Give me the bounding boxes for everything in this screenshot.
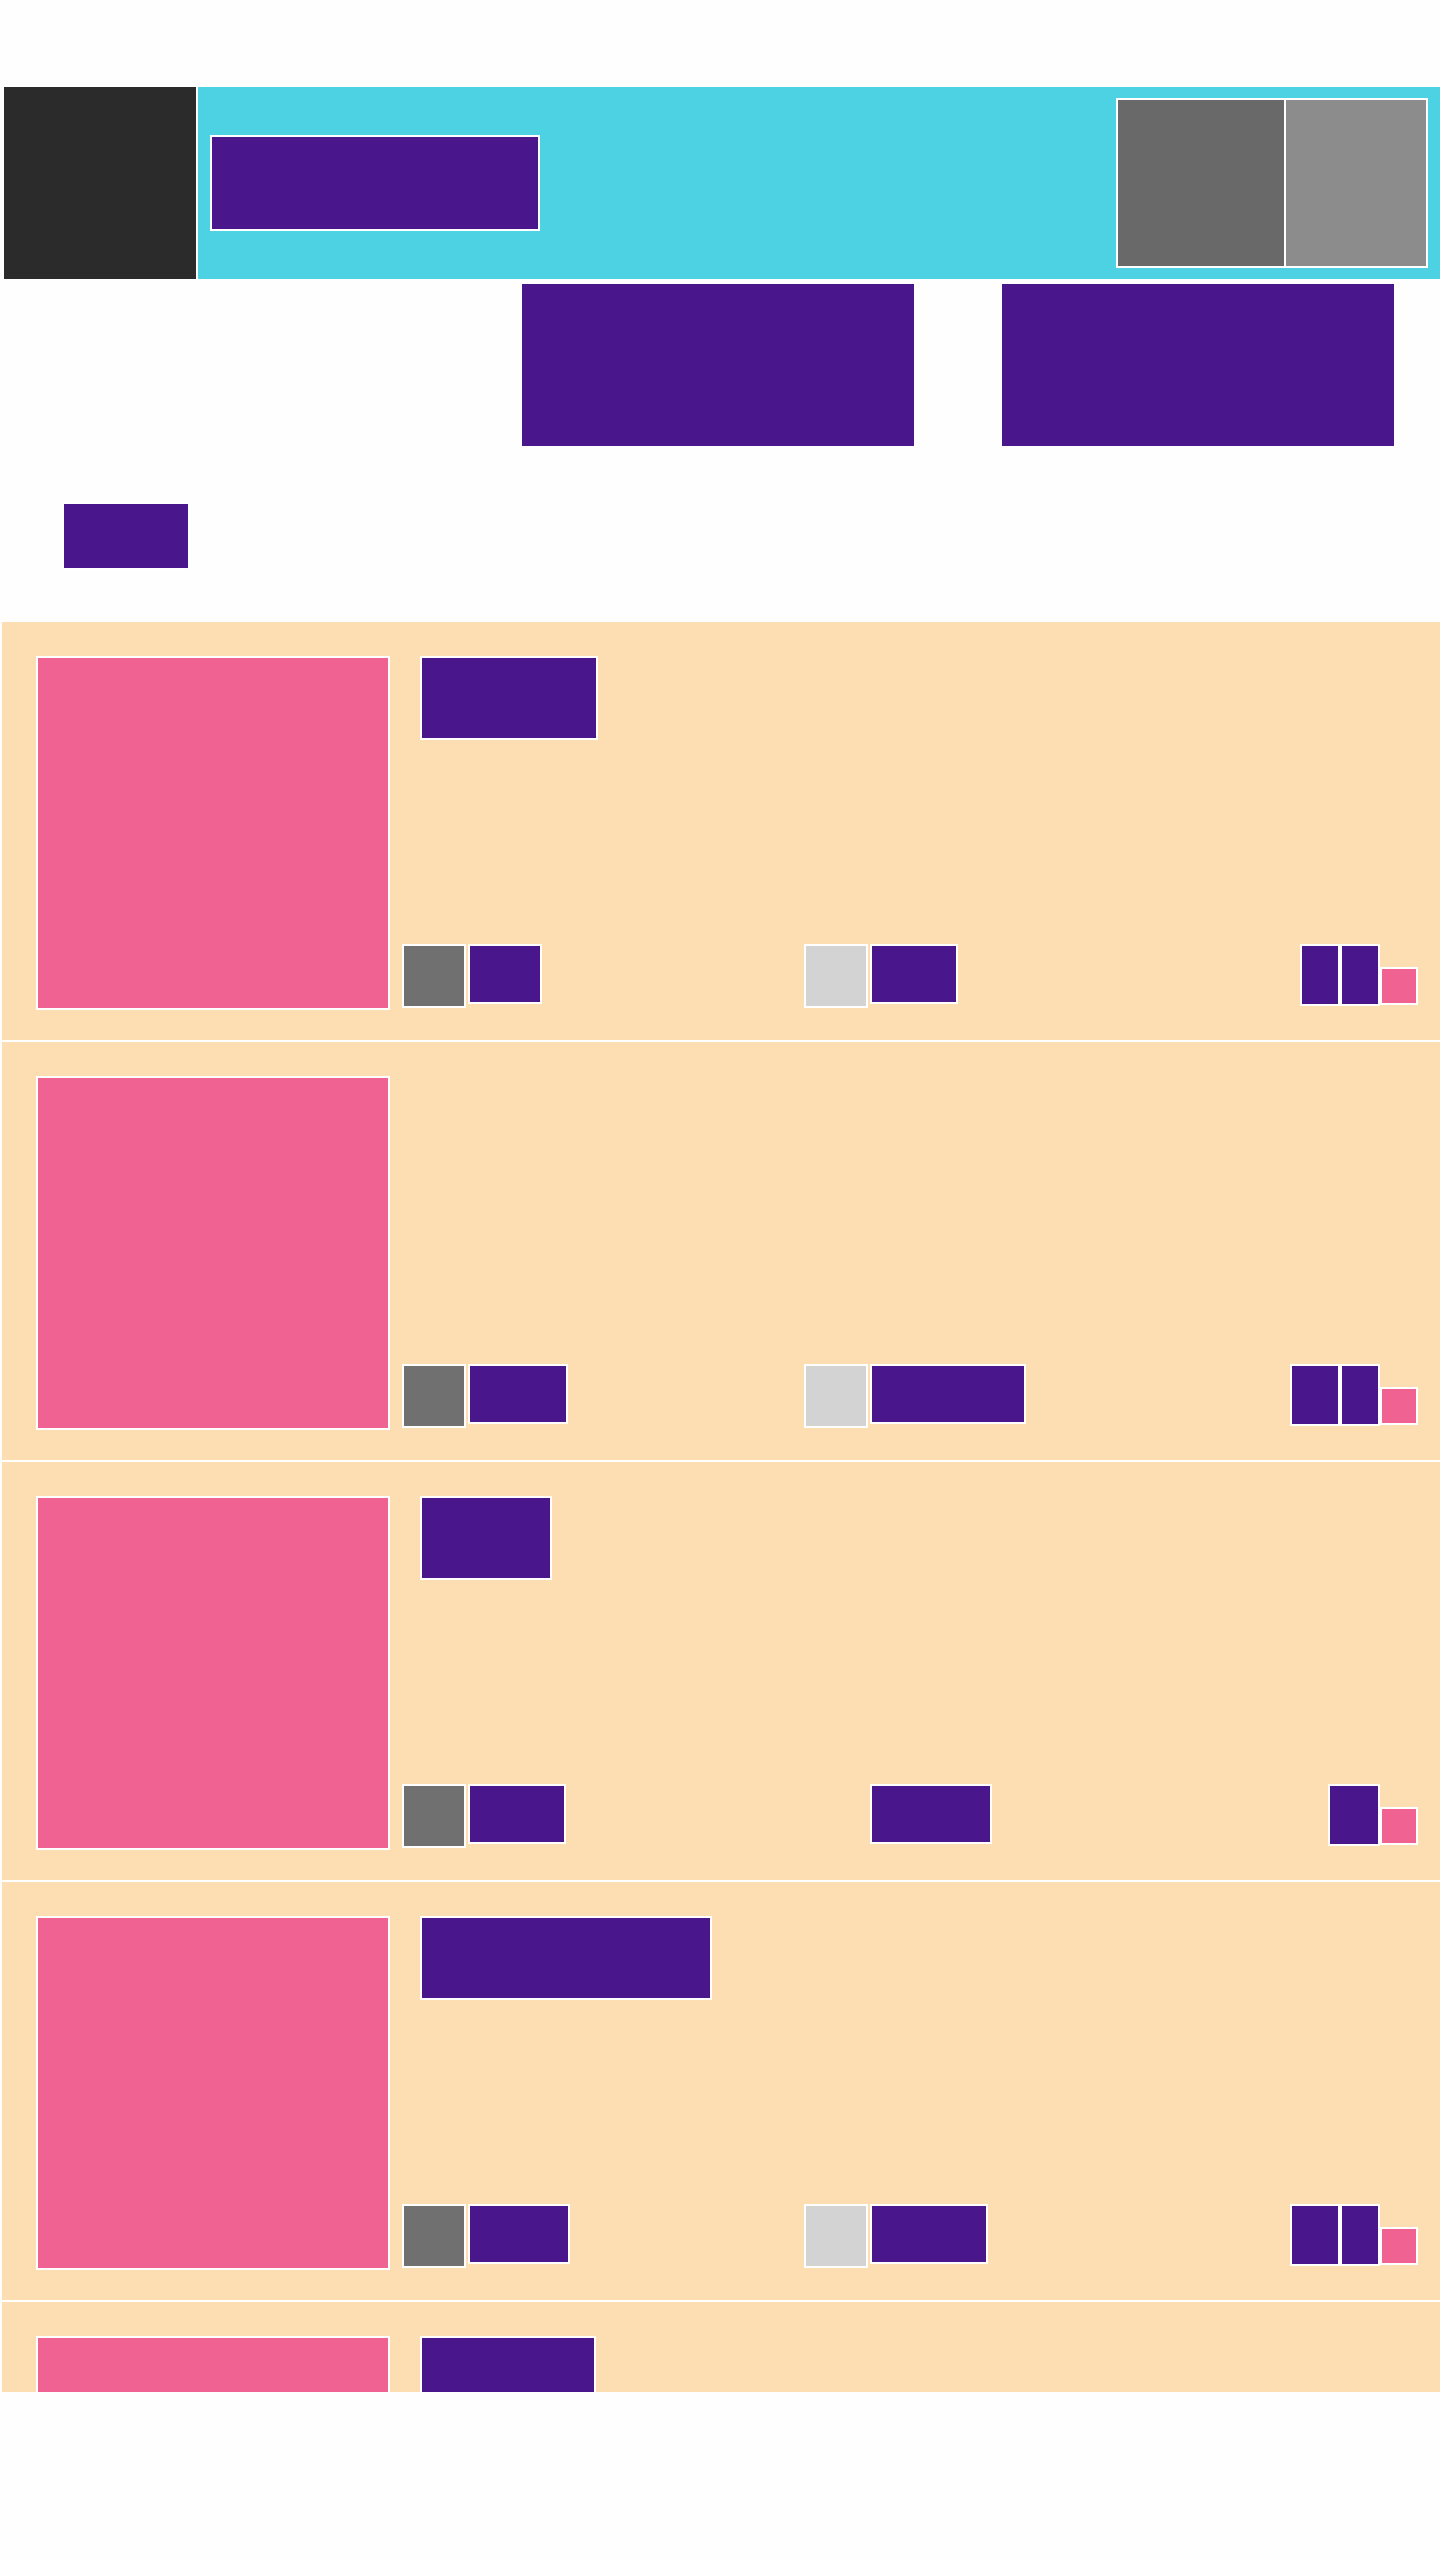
- more-icon[interactable]: [1380, 967, 1418, 1005]
- author-avatar-icon: [402, 1784, 466, 1848]
- menu-icon[interactable]: [2, 85, 198, 281]
- category-icon: [804, 2204, 868, 2268]
- page-title: [210, 135, 540, 231]
- list-item[interactable]: [2, 622, 1440, 1042]
- action-2-icon[interactable]: [1284, 98, 1428, 268]
- author-avatar-icon: [402, 1364, 466, 1428]
- item-thumbnail[interactable]: [36, 656, 390, 1010]
- list-item[interactable]: [2, 1882, 1440, 2302]
- item-stat-a: [1290, 1364, 1340, 1426]
- item-meta-mid: [870, 2204, 988, 2264]
- results-count-label: [62, 502, 190, 570]
- item-title: [420, 656, 598, 740]
- item-meta-left: [468, 1784, 566, 1844]
- list-item[interactable]: [2, 2302, 1440, 2392]
- item-stat-b: [1340, 1364, 1380, 1426]
- item-meta-left: [468, 1364, 568, 1424]
- item-meta-mid: [870, 1364, 1026, 1424]
- app-bar: [0, 85, 1440, 281]
- item-meta-left: [468, 944, 542, 1004]
- item-meta-mid: [870, 1784, 992, 1844]
- item-meta-left: [468, 2204, 570, 2264]
- item-stat-b: [1340, 944, 1380, 1006]
- more-icon[interactable]: [1380, 1387, 1418, 1425]
- item-title: [420, 2336, 596, 2392]
- author-avatar-icon: [402, 2204, 466, 2268]
- item-title: [420, 1496, 552, 1580]
- list-item[interactable]: [2, 1462, 1440, 1882]
- tab-2[interactable]: [1000, 282, 1396, 448]
- author-avatar-icon: [402, 944, 466, 1008]
- item-stat-b: [1340, 2204, 1380, 2266]
- item-stat-a: [1300, 944, 1340, 1006]
- more-icon[interactable]: [1380, 1807, 1418, 1845]
- tab-1[interactable]: [520, 282, 916, 448]
- item-thumbnail[interactable]: [36, 1076, 390, 1430]
- item-meta-mid: [870, 944, 958, 1004]
- action-1-icon[interactable]: [1116, 98, 1286, 268]
- toolbar: [198, 85, 1440, 281]
- item-title: [420, 1916, 712, 2000]
- item-thumbnail[interactable]: [36, 1496, 390, 1850]
- item-stat-b: [1328, 1784, 1380, 1846]
- list-item[interactable]: [2, 1042, 1440, 1462]
- more-icon[interactable]: [1380, 2227, 1418, 2265]
- category-icon: [804, 944, 868, 1008]
- item-stat-a: [1290, 2204, 1340, 2266]
- item-list: [2, 622, 1440, 2392]
- item-thumbnail[interactable]: [36, 1916, 390, 2270]
- item-thumbnail[interactable]: [36, 2336, 390, 2392]
- category-icon: [804, 1364, 868, 1428]
